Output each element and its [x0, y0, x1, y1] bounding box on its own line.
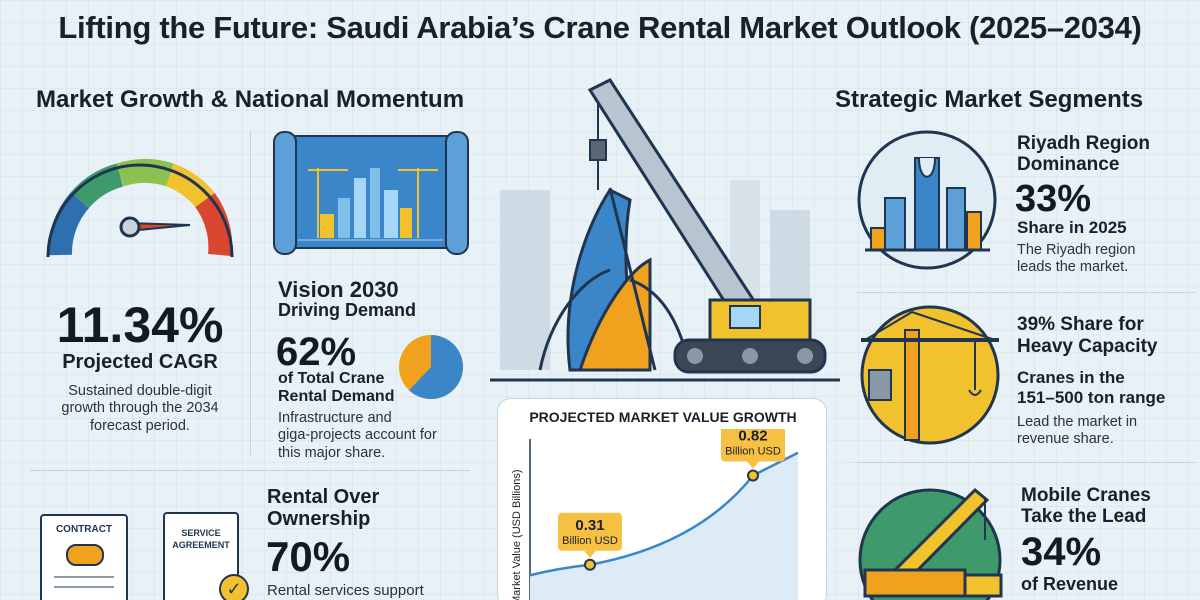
chart-panel: PROJECTED MARKET VALUE GROWTH Market Val… [497, 398, 827, 600]
chart-data-label-box [721, 429, 785, 462]
cagr-description: Sustained double-digit growth through th… [61, 383, 219, 434]
riyadh-percent: 33% [1015, 178, 1092, 220]
chart-y-axis-label: Market Value (USD Billions) [511, 469, 523, 600]
mobile-percent: 34% [1021, 530, 1102, 574]
right-divider-1 [855, 292, 1195, 293]
vision-panel: Vision 2030 Driving Demand 62% of Total … [268, 128, 478, 468]
rental-percent: 70% [266, 533, 351, 580]
heavy-title: 39% Share for Heavy Capacity [1017, 314, 1158, 357]
riyadh-description: The Riyadh region leads the market. [1017, 242, 1136, 276]
vision-label: of Total Crane Rental Demand [278, 370, 395, 405]
service-agreement-icon: SERVICE AGREEMENT ✓ [163, 512, 249, 600]
page-title: Lifting the Future: Saudi Arabia’s Crane… [58, 10, 1142, 45]
left-section-heading: Market Growth & National Momentum [36, 86, 465, 113]
riyadh-panel: Riyadh Region Dominance 33% Share in 202… [855, 128, 1200, 288]
chart-data-label-unit: Billion USD [562, 535, 618, 547]
chart-title: PROJECTED MARKET VALUE GROWTH [529, 409, 797, 425]
right-divider-2 [855, 462, 1195, 463]
heavy-capacity-panel: 39% Share for Heavy Capacity Cranes in t… [855, 300, 1200, 460]
vision-percent: 62% [276, 330, 357, 374]
handshake-icon [66, 544, 104, 566]
crane-illustration [490, 78, 840, 382]
right-section-heading: Strategic Market Segments [835, 86, 1144, 113]
vertical-divider [250, 130, 251, 455]
riyadh-label: Share in 2025 [1017, 218, 1127, 237]
tower-crane-icon [860, 305, 1000, 445]
contract-icon: CONTRACT [40, 514, 128, 600]
chart-series-line [529, 451, 799, 577]
chart-point [747, 469, 759, 482]
vision-title: Vision 2030 Driving Demand [278, 277, 417, 321]
vision-pie-slice [409, 335, 463, 399]
cagr-panel: 11.34% Projected CAGR Sustained double-d… [30, 125, 250, 465]
chart-data-label-pointer [584, 550, 596, 558]
title-bar: Lifting the Future: Saudi Arabia’s Crane… [0, 0, 1200, 56]
rental-description: Rental services support [267, 582, 424, 599]
vision-pie-chart [399, 335, 463, 399]
mobile-cranes-panel: Mobile Cranes Take the Lead 34% of Reven… [855, 470, 1200, 600]
gauge-icon [46, 159, 234, 258]
line-chart: Market Value (USD Billions) 0.31Billion … [511, 429, 799, 600]
horizontal-divider [30, 470, 470, 471]
check-icon: ✓ [219, 574, 249, 600]
rental-title: Rental Over Ownership [267, 486, 380, 530]
chart-point [584, 558, 596, 571]
vision-description: Infrastructure and giga-projects account… [278, 410, 437, 461]
chart-data-label-pointer [747, 461, 759, 469]
chart-data-label-unit: Billion USD [725, 446, 781, 458]
mobile-crane-icon [858, 487, 1003, 600]
cagr-value: 11.34% [56, 297, 224, 353]
chart-data-label-box [558, 512, 622, 551]
heavy-subtitle: Cranes in the 151–500 ton range [1017, 368, 1166, 408]
rental-panel: CONTRACT SERVICE AGREEMENT ✓ Rental Over… [30, 478, 470, 600]
mobile-label: of Revenue [1021, 574, 1119, 594]
blueprint-icon [273, 131, 469, 255]
riyadh-skyline-icon [857, 130, 997, 270]
riyadh-title: Riyadh Region Dominance [1017, 133, 1151, 175]
chart-data-label-value: 0.31 [575, 517, 604, 534]
chart-area-fill [530, 452, 798, 600]
mobile-title: Mobile Cranes Take the Lead [1021, 485, 1151, 527]
chart-data-label-value: 0.82 [738, 429, 767, 445]
heavy-description: Lead the market in revenue share. [1017, 414, 1138, 448]
cagr-label: Projected CAGR [62, 351, 218, 373]
